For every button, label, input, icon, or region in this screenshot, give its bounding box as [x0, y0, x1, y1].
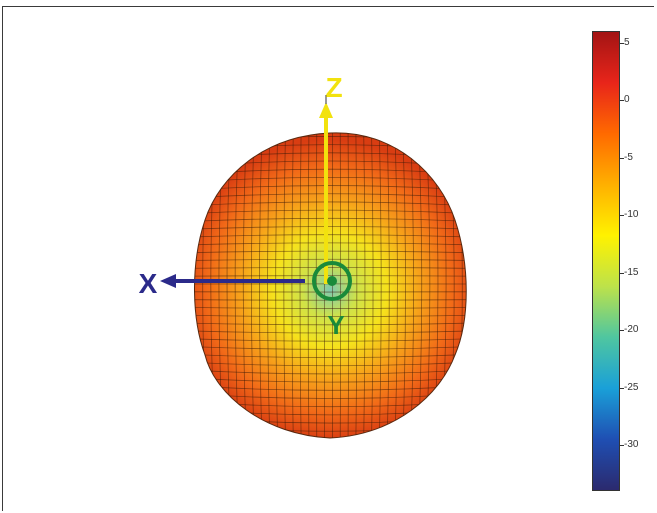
- colorbar-tick-label: 0: [624, 94, 630, 105]
- mesh-line: [194, 234, 467, 238]
- mesh-line: [194, 346, 467, 350]
- mesh-line: [194, 267, 467, 269]
- colorbar-tick-label: 5: [624, 36, 630, 48]
- mesh-line: [363, 132, 366, 438]
- colorbar-tick: [620, 387, 624, 389]
- mesh-line: [194, 185, 467, 191]
- colorbar-tick: [620, 215, 624, 216]
- z-axis-arrowhead: [319, 102, 333, 118]
- z-axis-label: Z: [325, 72, 342, 103]
- mesh-line: [410, 132, 415, 438]
- colorbar-tick: [620, 157, 624, 159]
- colorbar-tick: [620, 272, 624, 274]
- mesh-line: [394, 132, 398, 438]
- colorbar-tick-label: -15: [624, 266, 639, 278]
- mesh-line: [185, 440, 475, 448]
- figure-frame: [2, 6, 654, 511]
- mesh-line: [473, 125, 479, 445]
- x-axis-arrowhead: [160, 274, 176, 288]
- colorbar-tick-label: -30: [624, 439, 639, 450]
- mesh-line: [194, 201, 467, 207]
- mesh-line: [378, 132, 382, 438]
- mesh-line: [194, 275, 467, 277]
- mesh-line: [194, 353, 467, 358]
- mesh-line: [194, 369, 467, 375]
- mesh-line: [355, 132, 358, 438]
- mesh-line: [194, 314, 467, 318]
- y-axis-ring: [312, 261, 352, 301]
- mesh-line: [194, 322, 467, 326]
- colorbar-tick: [620, 445, 624, 446]
- colorbar-tick-label: -20: [624, 324, 639, 335]
- colorbar: [592, 31, 620, 491]
- mesh-line: [283, 132, 286, 438]
- mesh-line: [194, 361, 467, 367]
- colorbar-tick-label: -10: [624, 209, 639, 220]
- mesh-line: [299, 132, 302, 438]
- mesh-line: [194, 258, 467, 261]
- colorbar-tick-label: -25: [624, 381, 639, 393]
- mesh-line: [371, 132, 374, 438]
- colorbar-tick: [620, 330, 624, 331]
- mesh-line: [194, 338, 467, 342]
- mesh-line: [291, 132, 294, 438]
- y-axis-dot: [327, 276, 337, 286]
- mesh-line: [386, 132, 390, 438]
- mesh-line: [402, 132, 406, 438]
- mesh-line: [194, 226, 467, 230]
- mesh-line: [307, 132, 310, 438]
- mesh-line: [250, 132, 255, 438]
- mesh-line: [194, 193, 467, 199]
- colorbar-tick: [620, 42, 624, 44]
- mesh-line: [242, 132, 247, 438]
- mesh-line: [194, 242, 467, 246]
- x-axis-label: X: [139, 268, 158, 299]
- mesh-line: [194, 250, 467, 254]
- colorbar-tick: [620, 100, 624, 101]
- mesh-line: [194, 307, 467, 309]
- mesh-line: [185, 120, 475, 128]
- mesh-line: [267, 132, 271, 438]
- mesh-line: [186, 125, 192, 445]
- mesh-line: [194, 377, 467, 383]
- mesh-line: [194, 217, 467, 222]
- y-axis-label: Y: [327, 310, 344, 340]
- mesh-line: [194, 209, 467, 215]
- mesh-line: [259, 132, 263, 438]
- mesh-line: [275, 132, 279, 438]
- colorbar-tick-label: -5: [624, 151, 633, 163]
- mesh-line: [194, 330, 467, 334]
